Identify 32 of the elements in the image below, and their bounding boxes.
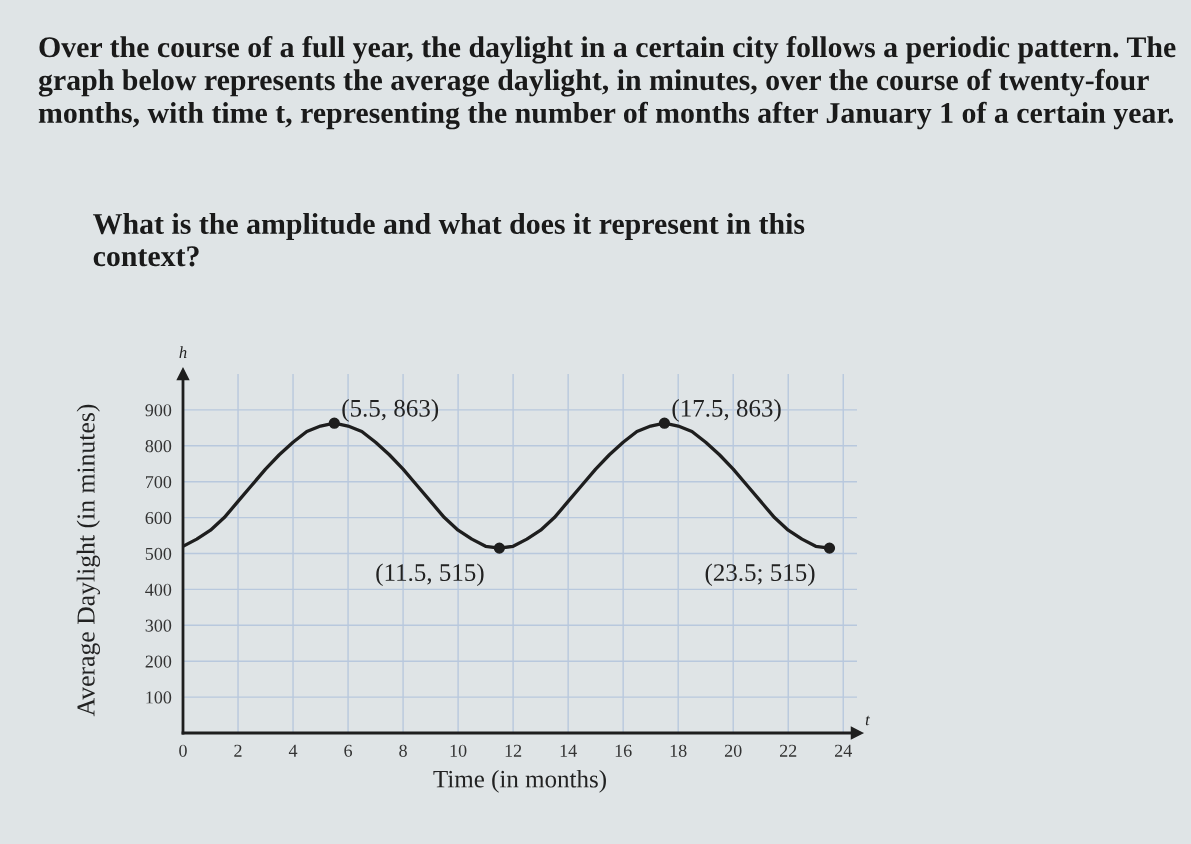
x-tick-label: 4 xyxy=(288,744,298,757)
annotation: (17.5, 863) xyxy=(672,399,781,422)
chart-subtitle: What is the amplitude and what does it represent in this context? xyxy=(93,213,805,267)
x-tick-label: 6 xyxy=(344,744,353,757)
annotation: (5.5, 863) xyxy=(342,399,439,422)
x-tick-label: 0 xyxy=(179,744,187,757)
x-tick-label: 12 xyxy=(505,744,522,757)
x-tick-label: 10 xyxy=(450,744,467,757)
chart-title: Over the course of a full year, the daylight in a certain city follows a periodic pattern. The graph below represents the average daylight, in minutes, over the course of twenty-four months, with time t, representing the number of months after January 1 of a certain year. xyxy=(38,36,1176,130)
x-tick-label: 16 xyxy=(615,744,632,757)
y-axis-title: Average Daylight (in minutes) xyxy=(76,404,100,717)
x-tick-label: 20 xyxy=(724,744,742,757)
y-tick-label: 800 xyxy=(145,440,172,453)
x-tick-label: 2 xyxy=(234,744,242,757)
text: h xyxy=(179,346,187,358)
x-tick-label: 22 xyxy=(779,744,797,757)
annotation: (11.5, 515) xyxy=(376,563,484,587)
y-tick-label: 600 xyxy=(145,511,172,525)
annotation: (23.5; 515) xyxy=(705,563,815,587)
text: t xyxy=(865,715,871,726)
x-tick-label: 24 xyxy=(835,744,852,757)
y-tick-label: 100 xyxy=(146,691,172,704)
y-tick-label: 700 xyxy=(146,475,172,489)
y-tick-label: 200 xyxy=(145,655,172,668)
y-tick-label: 300 xyxy=(145,619,172,632)
y-tick-label: 900 xyxy=(145,404,172,417)
x-axis-title: Time (in months) xyxy=(433,770,606,793)
y-tick-label: 500 xyxy=(145,547,172,560)
x-tick-label: 8 xyxy=(399,744,407,757)
x-tick-label: 14 xyxy=(560,744,577,757)
y-tick-label: 400 xyxy=(145,583,172,596)
x-tick-label: 18 xyxy=(670,744,687,757)
